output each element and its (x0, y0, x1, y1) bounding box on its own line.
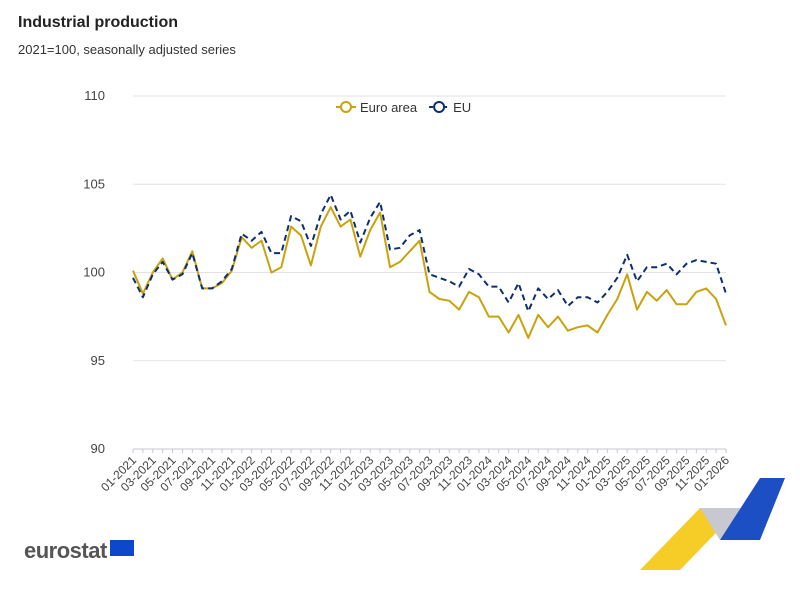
y-tick-label: 90 (91, 441, 105, 456)
legend-label-eu: EU (453, 100, 471, 115)
y-tick-label: 100 (83, 265, 105, 280)
chart-subtitle: 2021=100, seasonally adjusted series (18, 42, 236, 57)
eurostat-logo: eurostat (24, 538, 134, 564)
legend-marker-euro-area (340, 101, 352, 113)
decor-stripe-blue (720, 478, 785, 540)
legend-label-euro-area: Euro area (360, 100, 418, 115)
legend-marker-eu (433, 101, 446, 113)
chart-title: Industrial production (18, 14, 178, 31)
series-line-eu (132, 193, 727, 313)
y-tick-label: 95 (91, 353, 105, 368)
logo-text: eurostat (24, 538, 107, 563)
series-line-euro-area (132, 206, 727, 339)
eu-flag-icon (109, 540, 134, 556)
y-tick-label: 105 (83, 176, 105, 191)
y-tick-label: 110 (84, 88, 105, 103)
